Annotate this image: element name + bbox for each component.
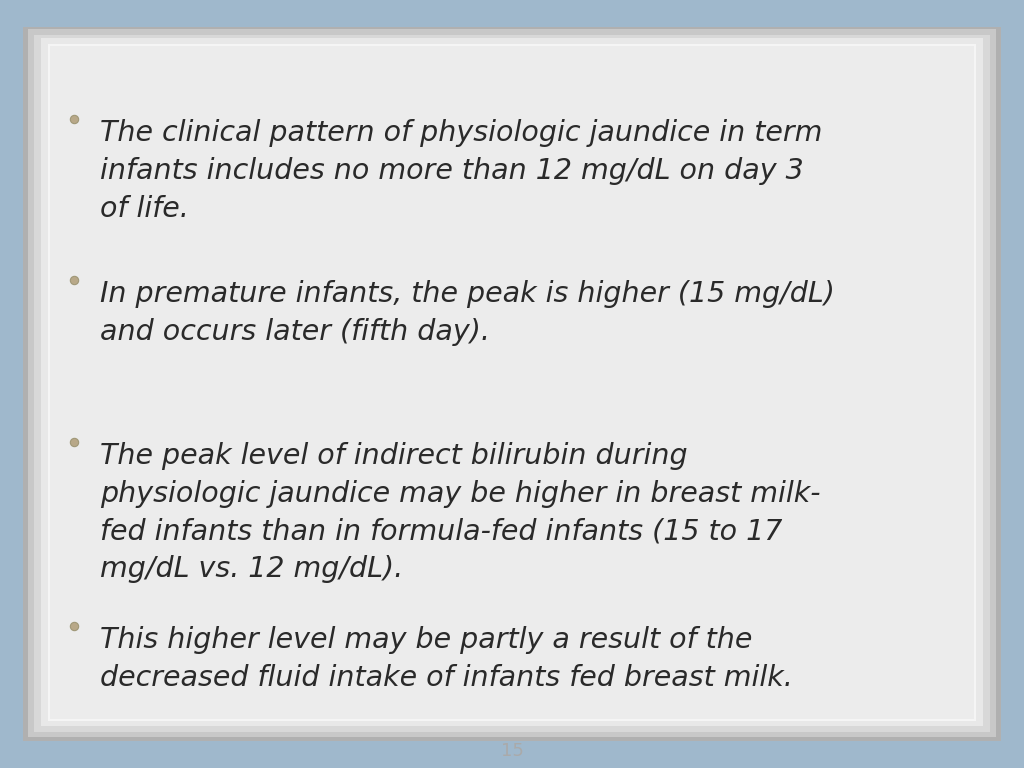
FancyBboxPatch shape xyxy=(23,27,1001,741)
Text: 15: 15 xyxy=(501,742,523,760)
Text: The peak level of indirect bilirubin during
physiologic jaundice may be higher i: The peak level of indirect bilirubin dur… xyxy=(100,442,821,584)
FancyBboxPatch shape xyxy=(49,45,975,720)
Text: In premature infants, the peak is higher (15 mg/dL)
and occurs later (fifth day): In premature infants, the peak is higher… xyxy=(100,280,836,346)
FancyBboxPatch shape xyxy=(28,29,996,737)
FancyBboxPatch shape xyxy=(41,38,983,726)
FancyBboxPatch shape xyxy=(34,35,990,732)
Text: The clinical pattern of physiologic jaundice in term
infants includes no more th: The clinical pattern of physiologic jaun… xyxy=(100,119,822,223)
Text: This higher level may be partly a result of the
decreased fluid intake of infant: This higher level may be partly a result… xyxy=(100,626,794,692)
